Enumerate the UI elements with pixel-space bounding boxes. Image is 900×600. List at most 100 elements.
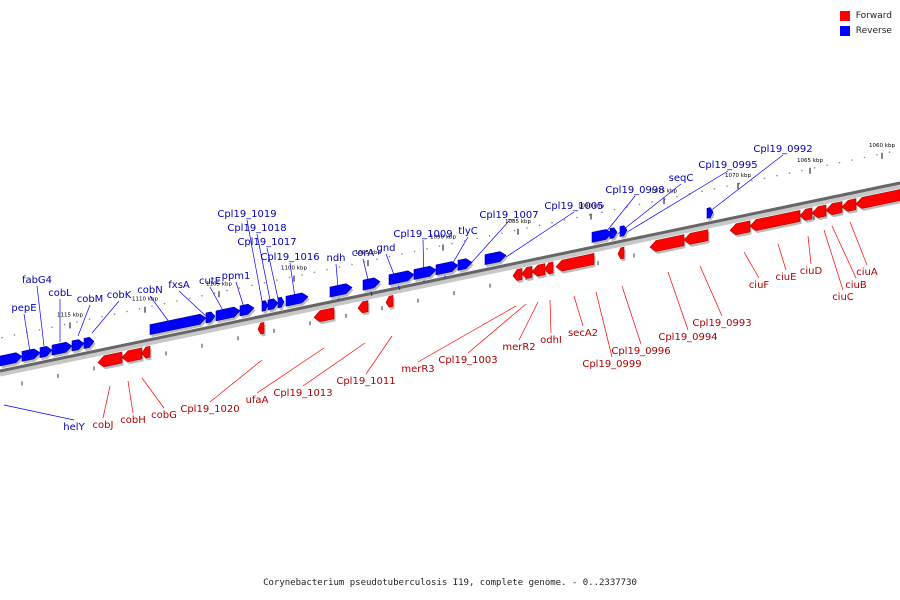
reverse-swatch <box>839 25 850 36</box>
leader-cpl19-0994 <box>667 271 689 331</box>
leader-seca2 <box>573 295 584 327</box>
scale-dot <box>713 187 716 190</box>
gene-label-fxsa: fxsA <box>168 280 190 291</box>
gene-label-ppm1: ppm1 <box>222 271 251 282</box>
scale-tick-label: 1065 kbp <box>797 158 823 164</box>
scale-dot <box>226 289 228 292</box>
gene-label-ciuc: ciuC <box>832 292 854 303</box>
leader-cpl19-0996 <box>621 285 642 345</box>
leader-cobg <box>141 377 165 409</box>
scale-dot <box>351 263 353 266</box>
genome-backbone <box>0 181 900 373</box>
gene-label-cpl19-0995: Cpl19_0995 <box>698 160 757 171</box>
gene-label-cpl19-0994: Cpl19_0994 <box>658 332 717 343</box>
gene-arrow-cpl19-0993 <box>729 220 752 238</box>
gene-arrow-ciue <box>799 207 814 223</box>
scale-dot <box>476 237 478 240</box>
scale-dot <box>576 216 578 219</box>
scale-dot <box>701 190 703 193</box>
gene-label-cpl19-1003: Cpl19_1003 <box>438 355 497 366</box>
leader-cobh <box>127 380 134 414</box>
gene-arrow-ndh <box>329 283 354 300</box>
leader-cpl19-1003 <box>467 303 527 354</box>
gene-label-tlyc: tlyC <box>458 226 478 237</box>
scale-dot <box>651 200 653 203</box>
gene-arrow-ppm1 <box>239 303 256 319</box>
gene-label-cpl19-0992: Cpl19_0992 <box>753 144 812 155</box>
gene-arrow-cobj <box>97 351 124 370</box>
scale-dot <box>38 328 41 331</box>
gene-labels: helY pepE fabG4 cobL cobM cobK cobN fxsA cutE ppm… <box>11 144 877 433</box>
gene-arrow-cora <box>362 277 382 293</box>
leader-ciud <box>807 235 812 265</box>
scale-dot <box>613 208 616 211</box>
gene-arrow-merr2 <box>531 263 547 279</box>
leader-merr2 <box>518 301 539 341</box>
gene-label-cpl19-1019: Cpl19_1019 <box>217 209 276 220</box>
scale-dot <box>188 297 191 300</box>
leader-cpl19-1020 <box>209 359 263 403</box>
gene-label-cpl19-1009: Cpl19_1009 <box>393 229 452 240</box>
gene-label-cobj: cobJ <box>93 420 114 431</box>
scale-dot <box>326 268 328 271</box>
gene-label-cpl19-0996: Cpl19_0996 <box>611 346 670 357</box>
scale-dot <box>238 287 241 289</box>
gene-label-odhi: odhI <box>540 335 562 346</box>
scale-tick-label: 1075 kbp <box>651 188 677 194</box>
scale-tick-label: 1080 kbp <box>578 204 604 210</box>
gene-label-cobm: cobM <box>77 294 104 305</box>
scale-dot <box>488 234 491 237</box>
gene-arrows <box>0 189 900 370</box>
gene-arrow-cpl19-0998 <box>591 229 614 245</box>
leader-cpl19-1018 <box>256 233 273 311</box>
gene-label-ndh: ndh <box>326 253 345 264</box>
scale-dot <box>138 308 141 310</box>
scale-dot <box>176 300 178 302</box>
scale-dot <box>76 321 78 323</box>
leader-cpl19-0993 <box>699 265 723 317</box>
gene-label-cpl19-1013: Cpl19_1013 <box>273 388 332 399</box>
scale-dot <box>563 219 566 221</box>
scale-tick-label: 1060 kbp <box>869 143 895 149</box>
gene-label-pepe: pepE <box>11 303 36 314</box>
gene-label-cobn: cobN <box>137 285 162 296</box>
gene-leader-lines <box>3 154 868 421</box>
gene-label-cpl19-1005: Cpl19_1005 <box>544 201 603 212</box>
scale-dot <box>726 185 728 187</box>
gene-arrow-cpl19-1013 <box>357 300 370 316</box>
leader-cpl19-1013 <box>302 342 366 387</box>
scale-dot <box>601 211 603 214</box>
scale-tick-label: 1070 kbp <box>725 173 751 179</box>
scale-dot <box>851 159 853 161</box>
leader-cpl19-0999 <box>595 291 613 358</box>
gene-label-cobg: cobG <box>151 410 177 421</box>
gene-arrow-pepe <box>21 348 42 364</box>
gene-arrow-cpl19-1017 <box>277 296 286 311</box>
scale-dot <box>763 177 766 180</box>
leader-ciub <box>831 225 857 279</box>
scale-dot <box>751 180 753 182</box>
leader-cpl19-1011 <box>365 335 393 375</box>
scale-dot <box>526 227 528 229</box>
gene-label-cora: corA <box>352 248 375 259</box>
gene-label-cpl19-1020: Cpl19_1020 <box>180 404 239 415</box>
strand-legend: Forward Reverse <box>839 8 892 38</box>
gene-arrow-ciub <box>841 198 858 214</box>
gene-arrow-cobn <box>149 313 208 338</box>
gene-label-ciua: ciuA <box>856 267 878 278</box>
leader-fabg4 <box>36 285 45 347</box>
scale-tick-label: 1110 kbp <box>132 297 158 303</box>
leader-ciuc <box>823 229 844 291</box>
gene-arrow-gnd <box>388 270 416 288</box>
scale-dot <box>551 221 553 224</box>
legend-forward: Forward <box>839 8 892 23</box>
scale-dot <box>163 302 166 305</box>
scale-dot <box>738 182 741 185</box>
scale-dot <box>876 153 878 156</box>
gene-label-cpl19-0998: Cpl19_0998 <box>605 185 664 196</box>
scale-dot <box>101 315 103 318</box>
forward-swatch <box>839 10 850 21</box>
gene-arrow-cpl19-1009 <box>413 265 438 283</box>
gene-arrow-cpl19-1020 <box>257 321 266 337</box>
